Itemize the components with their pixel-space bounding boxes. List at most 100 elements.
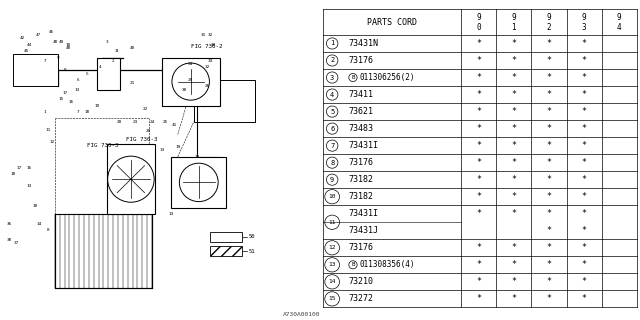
Text: 10: 10 — [328, 194, 336, 199]
Text: 2: 2 — [330, 58, 334, 63]
Text: 40: 40 — [130, 46, 135, 50]
Text: 11: 11 — [46, 128, 51, 132]
Text: 9: 9 — [330, 177, 334, 183]
Bar — [194, 80, 255, 122]
Text: 34: 34 — [188, 62, 193, 66]
Text: 4: 4 — [99, 65, 102, 69]
Text: 9
2: 9 2 — [547, 13, 551, 32]
Text: *: * — [547, 107, 552, 116]
Text: 9
0: 9 0 — [476, 13, 481, 32]
Text: 16: 16 — [68, 100, 74, 104]
Text: 46: 46 — [49, 30, 54, 34]
Text: *: * — [547, 294, 552, 303]
Text: *: * — [547, 158, 552, 167]
Text: *: * — [476, 260, 481, 269]
Text: 18: 18 — [84, 110, 90, 114]
Text: 19: 19 — [94, 104, 100, 108]
Text: *: * — [547, 90, 552, 99]
Text: 73176: 73176 — [349, 56, 374, 65]
Text: 011306256(2): 011306256(2) — [360, 73, 415, 82]
Text: 73431J: 73431J — [349, 226, 379, 235]
Text: 17: 17 — [17, 166, 22, 170]
Text: 20: 20 — [117, 120, 122, 124]
Text: 24: 24 — [149, 120, 154, 124]
Text: 13: 13 — [75, 88, 80, 92]
Text: 1: 1 — [330, 40, 334, 46]
Text: 45: 45 — [23, 49, 29, 53]
Text: 8: 8 — [330, 160, 334, 166]
Text: 14: 14 — [36, 222, 42, 226]
Text: 48: 48 — [65, 46, 70, 50]
Text: 32: 32 — [207, 33, 212, 37]
Text: 011308356(4): 011308356(4) — [360, 260, 415, 269]
Bar — [55, 214, 152, 288]
Text: 5: 5 — [330, 108, 334, 115]
Text: 20: 20 — [146, 129, 151, 133]
Text: 73431I: 73431I — [349, 209, 379, 218]
Text: *: * — [511, 277, 516, 286]
Text: *: * — [582, 226, 587, 235]
Text: 1: 1 — [115, 49, 118, 53]
Text: 13: 13 — [328, 262, 336, 267]
Text: 26: 26 — [204, 84, 209, 88]
Text: *: * — [582, 124, 587, 133]
Text: 73176: 73176 — [349, 243, 374, 252]
Text: 25: 25 — [162, 120, 168, 124]
Text: 7: 7 — [76, 110, 79, 114]
Text: 11: 11 — [328, 220, 336, 225]
Text: *: * — [547, 226, 552, 235]
Text: 38: 38 — [7, 238, 12, 242]
Text: *: * — [476, 192, 481, 201]
Text: *: * — [582, 294, 587, 303]
Text: 3: 3 — [330, 75, 334, 81]
Text: *: * — [511, 56, 516, 65]
Text: 3: 3 — [115, 49, 118, 53]
Bar — [210, 246, 243, 256]
Text: 7: 7 — [330, 143, 334, 148]
Text: *: * — [476, 56, 481, 65]
Text: 36: 36 — [7, 222, 12, 226]
Text: 37: 37 — [13, 241, 19, 245]
Text: B: B — [351, 75, 355, 80]
Text: *: * — [511, 141, 516, 150]
Text: 49: 49 — [59, 40, 64, 44]
Text: *: * — [511, 192, 516, 201]
Text: 73182: 73182 — [349, 175, 374, 184]
Text: 32: 32 — [204, 65, 209, 69]
Text: *: * — [476, 124, 481, 133]
Text: *: * — [547, 277, 552, 286]
Text: *: * — [511, 294, 516, 303]
Text: 8: 8 — [63, 68, 66, 72]
Text: 73431N: 73431N — [349, 39, 379, 48]
Text: 15: 15 — [59, 97, 64, 101]
Bar — [161, 58, 220, 106]
Text: PARTS CORD: PARTS CORD — [367, 18, 417, 27]
Text: 47: 47 — [36, 33, 42, 37]
Text: *: * — [511, 175, 516, 184]
Text: *: * — [476, 158, 481, 167]
Text: *: * — [511, 243, 516, 252]
Text: 33: 33 — [207, 59, 212, 63]
Text: *: * — [476, 141, 481, 150]
Text: *: * — [511, 260, 516, 269]
Text: 9
4: 9 4 — [617, 13, 621, 32]
Bar — [107, 144, 155, 214]
Text: 16: 16 — [26, 166, 32, 170]
Text: *: * — [476, 243, 481, 252]
Text: *: * — [547, 56, 552, 65]
Text: 4: 4 — [330, 92, 334, 98]
Text: 73411: 73411 — [349, 90, 374, 99]
Text: 6: 6 — [330, 126, 334, 132]
Text: *: * — [582, 192, 587, 201]
Text: *: * — [511, 107, 516, 116]
Text: 3: 3 — [106, 40, 108, 44]
Text: *: * — [511, 124, 516, 133]
Text: 12: 12 — [328, 245, 336, 250]
Text: 23: 23 — [133, 120, 138, 124]
Text: *: * — [582, 73, 587, 82]
Text: 10: 10 — [33, 204, 38, 208]
Text: 50: 50 — [248, 234, 255, 239]
Text: 22: 22 — [143, 107, 148, 111]
Text: 15: 15 — [328, 296, 336, 301]
Text: 13: 13 — [159, 148, 164, 152]
